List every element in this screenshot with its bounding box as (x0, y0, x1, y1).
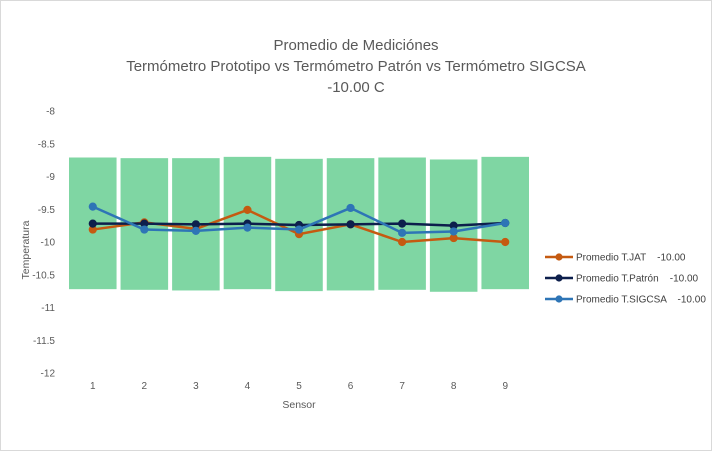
x-tick-label: 2 (142, 381, 148, 392)
series-1-point (501, 237, 510, 247)
y-axis-title: Temperatura (20, 220, 32, 279)
series-2-point (346, 220, 355, 229)
x-tick-label: 1 (90, 381, 96, 392)
legend-marker-1 (555, 253, 563, 261)
chart-title-line-3: -10.00 C (327, 79, 385, 96)
series-3-point (449, 227, 458, 236)
chart-title-line-1: Promedio de Mediciónes (273, 37, 439, 54)
x-tick-label: 4 (245, 381, 251, 392)
series-3-point (501, 218, 510, 228)
y-tick-label: -8 (46, 107, 55, 118)
legend-marker-3 (555, 295, 563, 303)
y-tick-label: -10 (41, 238, 56, 249)
series-3-point (191, 226, 200, 235)
x-tick-label: 3 (193, 381, 199, 392)
x-axis-title: Sensor (282, 399, 316, 411)
chart-title-line-2: Termómetro Prototipo vs Termómetro Patró… (126, 58, 586, 75)
series-3-point (294, 225, 304, 234)
series-3-point (88, 202, 97, 211)
legend-label-1: Promedio T.JAT -10.00 (576, 253, 686, 264)
legend-label-2: Promedio T.Patrón -10.00 (576, 274, 699, 285)
x-tick-label: 7 (399, 381, 405, 392)
series-3-point (243, 223, 252, 232)
y-tick-label: -11.5 (33, 336, 55, 347)
y-tick-label: -9.5 (38, 205, 56, 216)
series-3-point (140, 225, 149, 234)
series-1-point (398, 237, 407, 247)
x-tick-label: 8 (451, 381, 457, 392)
x-tick-label: 9 (502, 381, 508, 392)
y-tick-label: -10.5 (32, 270, 55, 281)
legend-label-3: Promedio T.SIGCSA -10.00 (576, 295, 706, 306)
x-tick-label: 5 (296, 381, 302, 392)
series-2-point (88, 219, 97, 228)
y-tick-label: -12 (41, 369, 56, 380)
y-tick-label: -11 (41, 303, 55, 314)
legend-marker-2 (555, 274, 563, 282)
series-3-point (346, 203, 355, 213)
y-tick-label: -8.5 (38, 139, 56, 150)
series-3-point (398, 228, 407, 237)
x-tick-label: 6 (348, 381, 354, 392)
series-1-point (243, 205, 252, 215)
y-tick-label: -9 (46, 172, 55, 183)
series-2-point (398, 219, 407, 228)
